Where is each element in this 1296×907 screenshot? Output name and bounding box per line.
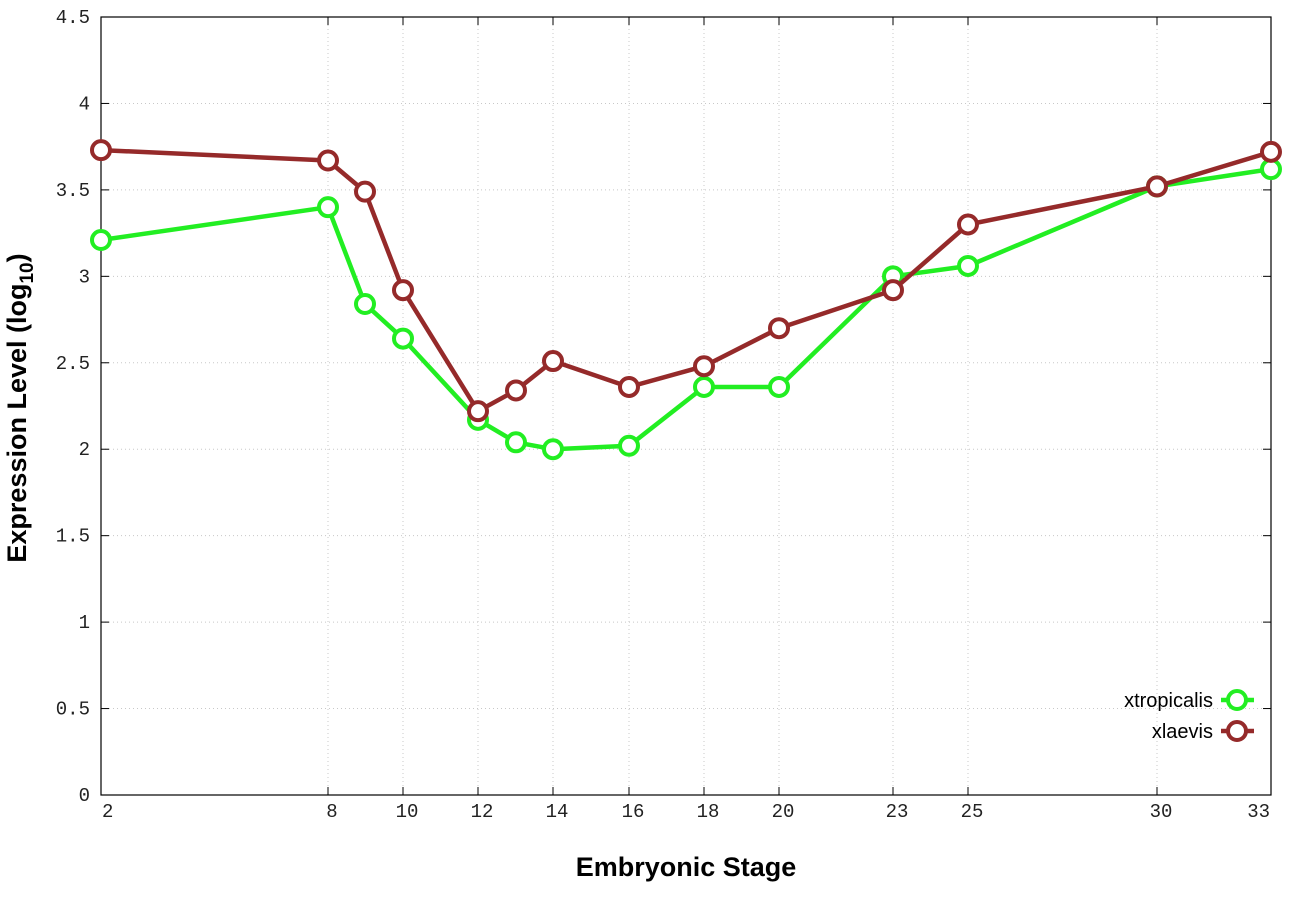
y-tick-label: 3 xyxy=(79,266,90,288)
data-point-xtropicalis xyxy=(957,254,979,277)
y-axis-title-main: Expression Level (log xyxy=(2,284,32,563)
data-point-xlaevis xyxy=(768,317,790,340)
data-point-xtropicalis xyxy=(90,229,112,252)
x-tick-label: 16 xyxy=(622,801,645,823)
data-point-xtropicalis xyxy=(768,375,790,398)
y-tick-label: 1.5 xyxy=(56,526,90,548)
y-tick-label: 4.5 xyxy=(56,7,90,29)
y-tick-label: 0.5 xyxy=(56,699,90,721)
data-point-xlaevis xyxy=(354,180,376,203)
data-point-xlaevis xyxy=(957,213,979,236)
data-point-xtropicalis xyxy=(618,434,640,457)
legend-label-xtropicalis: xtropicalis xyxy=(1124,690,1213,712)
legend-label-xlaevis: xlaevis xyxy=(1152,721,1213,743)
y-tick-label: 2.5 xyxy=(56,353,90,375)
data-point-xlaevis xyxy=(1146,175,1168,198)
y-tick-label: 0 xyxy=(79,785,90,807)
x-tick-label: 25 xyxy=(961,801,984,823)
grid xyxy=(101,17,1271,795)
y-tick-label: 2 xyxy=(79,439,90,461)
legend-marker-xlaevis xyxy=(1226,720,1248,742)
x-tick-label: 14 xyxy=(546,801,569,823)
x-tick-label: 33 xyxy=(1247,801,1270,823)
data-point-xtropicalis xyxy=(392,327,414,350)
data-point-xtropicalis xyxy=(354,292,376,315)
y-axis-title: Expression Level (log10) xyxy=(2,253,38,562)
data-point-xlaevis xyxy=(317,149,339,172)
x-tick-label: 23 xyxy=(886,801,909,823)
data-point-xtropicalis xyxy=(693,375,715,398)
y-axis-title-close: ) xyxy=(2,253,32,262)
data-point-xtropicalis xyxy=(317,196,339,219)
y-tick-label: 4 xyxy=(79,93,90,115)
x-axis-title: Embryonic Stage xyxy=(576,852,797,882)
data-point-xlaevis xyxy=(392,279,414,302)
data-point-xtropicalis xyxy=(505,431,527,454)
x-tick-label: 10 xyxy=(396,801,419,823)
series xyxy=(90,139,1282,461)
series-line-xlaevis xyxy=(100,147,1272,414)
legend: xtropicalis xlaevis xyxy=(1124,689,1254,743)
x-tick-label: 12 xyxy=(471,801,494,823)
x-tick-label: 20 xyxy=(772,801,795,823)
legend-marker-xtropicalis xyxy=(1226,689,1248,711)
y-tick-label: 1 xyxy=(79,612,90,634)
x-tick-label: 8 xyxy=(326,801,337,823)
data-point-xlaevis xyxy=(1260,140,1282,163)
series-xlaevis xyxy=(90,139,1282,423)
data-point-xlaevis xyxy=(542,350,564,373)
data-point-xlaevis xyxy=(693,355,715,378)
data-point-xlaevis xyxy=(618,375,640,398)
data-point-xlaevis xyxy=(882,279,904,302)
data-point-xlaevis xyxy=(505,379,527,402)
data-point-xtropicalis xyxy=(542,438,564,461)
y-axis-title-subscript: 10 xyxy=(17,262,38,283)
x-tick-label: 2 xyxy=(102,801,113,823)
data-point-xlaevis xyxy=(90,139,112,162)
data-point-xlaevis xyxy=(467,400,489,423)
x-tick-label: 18 xyxy=(697,801,720,823)
plot-frame xyxy=(100,16,1272,796)
ticks: 0 0.5 1 1.5 2 2.5 3 3.5 4 4.5 2 8 10 12 14 16 18 20 23 25 30… xyxy=(56,7,1272,823)
y-tick-label: 3.5 xyxy=(56,180,90,202)
x-tick-label: 30 xyxy=(1150,801,1173,823)
